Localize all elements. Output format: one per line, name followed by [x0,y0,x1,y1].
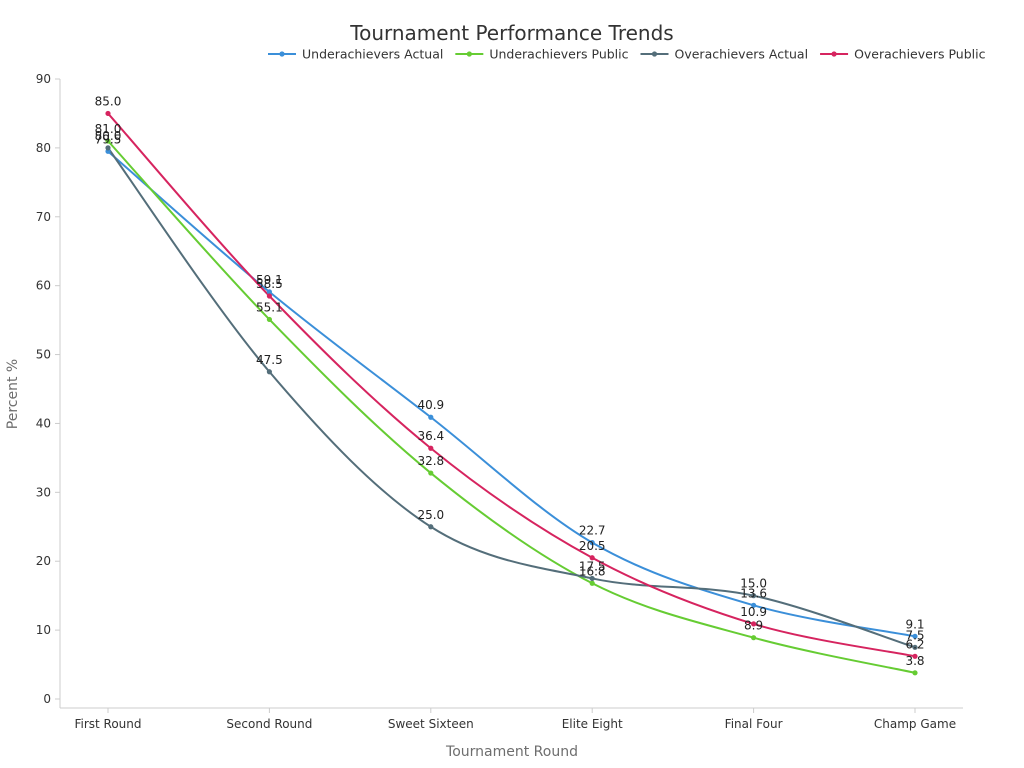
legend-label: Underachievers Actual [302,47,443,62]
data-point [428,524,434,530]
chart-legend: Underachievers Actual Underachievers Publ… [268,47,986,62]
data-point [428,445,434,451]
data-label: 13.6 [740,586,767,600]
legend-label: Underachievers Public [489,47,628,62]
data-label: 32.8 [417,454,444,468]
y-tick-label: 20 [36,554,51,568]
data-point [266,289,272,295]
y-tick-label: 60 [36,279,51,293]
data-point [266,293,272,299]
legend-label: Overachievers Public [854,47,986,62]
legend-item: Overachievers Actual [640,47,809,62]
y-tick-label: 90 [36,72,51,86]
data-label: 7.5 [905,628,924,642]
data-label: 55.1 [256,300,283,314]
x-axis-title: Tournament Round [445,744,578,760]
series-points [105,110,918,676]
data-point [751,593,757,599]
data-point [912,653,918,659]
data-point [105,145,111,151]
data-label: 85.0 [95,94,122,108]
data-label: 3.8 [905,654,924,668]
data-label: 79.5 [95,132,122,146]
data-label: 40.9 [417,398,444,412]
data-point [105,138,111,144]
data-label: 80.0 [95,129,122,143]
data-label: 10.9 [740,605,767,619]
data-point [751,635,757,641]
data-label: 9.1 [905,617,924,631]
legend-label: Overachievers Actual [675,47,809,62]
y-tick-label: 10 [36,623,51,637]
data-point [266,369,272,375]
data-point [912,644,918,650]
data-label: 58.5 [256,277,283,291]
legend-item: Underachievers Public [455,47,629,62]
data-point [589,540,595,546]
data-label: 16.8 [579,564,606,578]
y-axis-title: Percent % [5,359,21,429]
x-tick-label: Second Round [226,717,312,731]
data-label: 22.7 [579,524,606,538]
data-label: 81.0 [95,122,122,136]
legend-swatch-marker [279,51,285,57]
series-line [107,112,916,658]
chart-axes: 0 10 20 30 40 50 60 70 80 90 First Round Second Rou… [36,72,963,731]
data-point [912,670,918,676]
data-point [266,316,272,323]
series-line [107,147,916,649]
y-tick-label: 0 [43,692,51,706]
x-tick-label: Elite Eight [562,717,623,731]
data-point [751,602,757,608]
data-label: 8.9 [744,619,763,633]
y-tick-label: 40 [36,416,51,430]
x-tick-label: Final Four [725,717,783,731]
legend-item: Underachievers Actual [268,47,443,62]
series-line [107,150,916,638]
data-point [589,555,595,561]
data-point [428,414,434,420]
data-point [751,621,757,627]
legend-swatch-marker [831,51,837,57]
legend-swatch-marker [466,51,472,57]
series-labels: 79.5 59.1 40.9 22.7 13.6 9.1 81.0 55.1 32.8 16.8 8… [95,94,925,667]
data-label: 15.0 [740,577,767,591]
legend-swatch-marker [651,51,658,57]
data-label: 20.5 [579,539,606,553]
data-label: 17.5 [579,559,606,573]
data-label: 6.2 [905,637,924,651]
data-point [912,633,918,639]
y-tick-label: 70 [36,210,51,224]
series-lines [107,112,916,674]
data-label: 47.5 [256,353,283,367]
y-tick-label: 80 [36,141,51,155]
data-label: 36.4 [417,429,444,443]
x-tick-label: Champ Game [874,717,956,731]
data-point [105,110,111,117]
data-label: 25.0 [417,508,444,522]
chart-title: Tournament Performance Trends [349,21,673,45]
x-tick-label: Sweet Sixteen [388,717,474,731]
data-label: 59.1 [256,273,283,287]
y-tick-label: 30 [36,485,51,499]
legend-item: Overachievers Public [820,47,986,62]
x-tick-label: First Round [74,717,141,731]
data-point [589,580,595,586]
series-line [107,140,916,674]
y-tick-label: 50 [36,348,51,362]
data-point [428,470,434,476]
data-point [589,575,595,582]
